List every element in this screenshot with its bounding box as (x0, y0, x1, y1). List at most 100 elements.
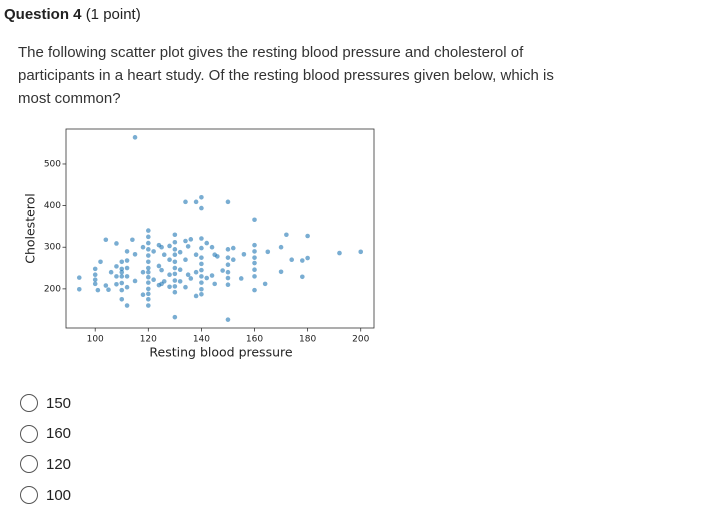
point (230, 257, 236, 263)
point (114, 264, 119, 269)
point (151, 277, 156, 283)
option[interactable]: 160 (20, 424, 71, 443)
point (108, 269, 114, 275)
x-tick-label: 140 (193, 335, 210, 345)
point (262, 281, 268, 287)
point (252, 242, 257, 248)
point (185, 244, 191, 249)
point (265, 249, 271, 255)
y-tick-label: 300 (44, 243, 61, 253)
point (172, 289, 178, 295)
point (146, 303, 151, 308)
point (305, 233, 310, 239)
point (161, 252, 167, 258)
point (172, 239, 178, 245)
point (225, 282, 231, 288)
point (140, 269, 146, 275)
point (185, 272, 191, 278)
point (183, 238, 188, 244)
point (124, 303, 130, 308)
point (103, 237, 109, 243)
point (146, 286, 151, 292)
point (215, 254, 220, 259)
question-header: Question 4 (1 point) (4, 6, 141, 23)
point (146, 296, 151, 302)
point (300, 258, 305, 263)
point (305, 255, 310, 261)
point (183, 199, 188, 205)
point (172, 247, 178, 252)
question-title: Question 4 (4, 6, 82, 23)
option[interactable]: 150 (20, 394, 71, 412)
point (199, 261, 204, 267)
point (199, 267, 204, 273)
point (177, 279, 183, 284)
point (225, 275, 231, 281)
x-axis-label: Resting blood pressure (149, 345, 292, 360)
point (209, 244, 215, 250)
radio-button[interactable] (20, 455, 38, 474)
point (167, 243, 172, 249)
point (114, 274, 119, 279)
point (98, 259, 103, 265)
point (172, 271, 178, 277)
point (103, 283, 109, 288)
option[interactable]: 100 (20, 486, 71, 505)
point (199, 286, 204, 292)
radio-button[interactable] (20, 394, 38, 412)
point (193, 269, 199, 275)
point (146, 253, 151, 258)
point (132, 252, 138, 257)
point (172, 252, 178, 258)
point (119, 274, 125, 279)
point (172, 265, 178, 271)
point (114, 241, 119, 246)
point (225, 262, 231, 268)
x-tick-label: 100 (87, 335, 104, 345)
point (252, 255, 257, 260)
point (146, 259, 151, 265)
point (199, 236, 204, 241)
radio-button[interactable] (20, 486, 38, 505)
chart: 100 120 140 160 180 200 200 300 400 500 Resting bl… (23, 128, 375, 360)
point (130, 237, 135, 243)
point (167, 257, 172, 263)
x-tick-label: 120 (140, 335, 157, 345)
point (252, 249, 257, 254)
point (167, 272, 172, 278)
y-tick-label: 500 (44, 159, 61, 169)
option[interactable]: 120 (20, 455, 72, 474)
point (172, 284, 178, 289)
point (140, 244, 146, 250)
point (172, 278, 178, 283)
y-axis-label: Cholesterol (23, 193, 38, 264)
point (199, 245, 204, 251)
point (146, 291, 151, 297)
point (119, 280, 125, 286)
point (199, 291, 204, 297)
x-tick-label: 180 (299, 335, 316, 345)
point (124, 258, 130, 263)
point (146, 269, 151, 275)
point (252, 260, 257, 266)
option-label: 150 (46, 394, 72, 412)
point (92, 277, 98, 283)
point (159, 267, 164, 273)
point (146, 274, 151, 280)
point (132, 135, 138, 140)
point (159, 244, 164, 250)
point (151, 249, 156, 254)
point (183, 257, 188, 263)
point (172, 314, 178, 320)
point (284, 232, 289, 238)
point (106, 287, 111, 292)
point (225, 255, 231, 260)
point (193, 199, 199, 205)
point (199, 280, 204, 285)
point (146, 234, 151, 240)
point (252, 217, 257, 223)
radio-button[interactable] (20, 424, 38, 443)
point (95, 287, 101, 293)
plot-frame (65, 128, 375, 329)
option-label: 120 (46, 455, 72, 473)
